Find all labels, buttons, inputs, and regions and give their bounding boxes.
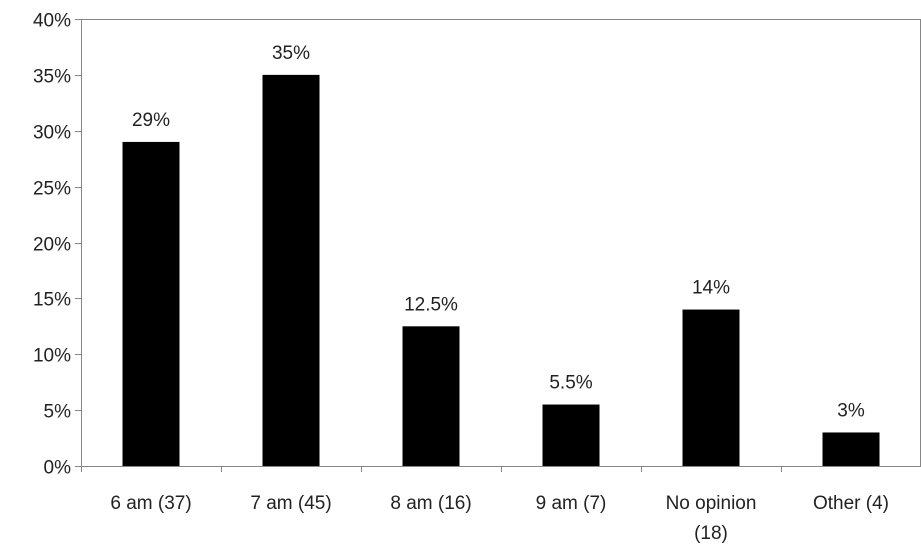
data-labels-group: 29% 35% 12.5% 5.5% 14% 3%	[132, 43, 865, 422]
x-tick-label: Other (4)	[813, 493, 889, 514]
data-label: 29%	[132, 110, 170, 131]
bar	[822, 432, 880, 466]
data-label: 12.5%	[404, 294, 458, 315]
bar	[122, 141, 180, 467]
x-axis: 6 am (37) 7 am (45) 8 am (16) 9 am (7) No op…	[81, 466, 889, 544]
data-label: 3%	[837, 400, 865, 421]
y-tick-label: 40%	[33, 11, 71, 32]
bar	[262, 74, 320, 466]
x-tick-label: 6 am (37)	[110, 493, 191, 514]
y-tick-label: 20%	[33, 235, 71, 256]
x-tick-label: 8 am (16)	[390, 493, 471, 514]
y-tick-label: 25%	[33, 179, 71, 200]
y-tick-label: 30%	[33, 123, 71, 144]
data-label: 14%	[692, 278, 730, 299]
x-tick-label: 7 am (45)	[250, 493, 331, 514]
x-tick-label: (18)	[694, 523, 728, 544]
data-label: 5.5%	[549, 373, 592, 394]
bar	[682, 309, 740, 466]
bar	[402, 326, 460, 466]
bars-group	[122, 74, 880, 467]
plot-area-border	[81, 19, 921, 467]
y-axis: 0% 5% 10% 15% 20% 25% 30% 35% 40%	[33, 11, 81, 479]
y-tick-label: 5%	[44, 402, 72, 423]
x-tick-label: No opinion	[666, 493, 757, 514]
y-tick-label: 0%	[44, 458, 72, 479]
x-tick-label: 9 am (7)	[536, 493, 607, 514]
y-tick-label: 35%	[33, 67, 71, 88]
y-tick-label: 15%	[33, 290, 71, 311]
y-tick-label: 10%	[33, 346, 71, 367]
data-label: 35%	[272, 43, 310, 64]
bar	[542, 404, 600, 466]
